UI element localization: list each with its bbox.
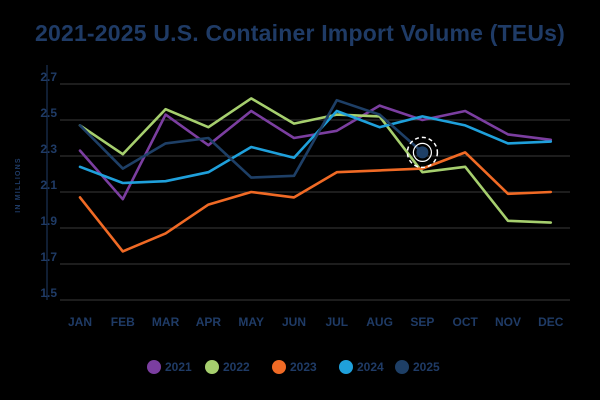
y-tick-label: 1.7 [40,250,57,264]
x-tick-label: OCT [453,315,479,329]
series-line-2023 [78,151,553,253]
x-tick-label: DEC [538,315,564,329]
y-tick-label: 2.3 [40,142,57,156]
x-tick-label: FEB [111,315,135,329]
x-tick-label: APR [196,315,222,329]
legend-label-2025: 2025 [413,360,440,374]
legend-label-2024: 2024 [357,360,384,374]
y-axis-label: IN MILLIONS [15,157,22,213]
legend-swatch-2024 [339,360,353,374]
legend-swatch-2023 [272,360,286,374]
current-point-inner-ring [412,142,432,162]
y-tick-label: 1.5 [40,286,57,300]
x-tick-label: JUL [325,315,348,329]
x-tick-label: JUN [282,315,306,329]
series-line-2024 [78,109,553,185]
current-point-ring [406,136,439,169]
x-tick-label: SEP [410,315,434,329]
legend-label-2023: 2023 [290,360,317,374]
y-tick-label: 2.7 [40,70,57,84]
x-tick-label: MAY [238,315,264,329]
legend-swatch-2025 [395,360,409,374]
y-tick-label: 2.5 [40,106,57,120]
series-line-2022 [78,97,553,224]
x-tick-label: AUG [366,315,393,329]
y-tick-label: 1.9 [40,214,57,228]
x-tick-label: JAN [68,315,92,329]
legend-label-2021: 2021 [165,360,192,374]
series-line-2025 [78,98,424,179]
chart-title: 2021-2025 U.S. Container Import Volume (… [34,20,566,46]
legend-swatch-2022 [205,360,219,374]
x-tick-label: NOV [495,315,521,329]
x-tick-label: MAR [152,315,180,329]
legend-label-2022: 2022 [223,360,250,374]
legend-swatch-2021 [147,360,161,374]
y-tick-label: 2.1 [40,178,57,192]
current-point-dot [416,146,429,159]
